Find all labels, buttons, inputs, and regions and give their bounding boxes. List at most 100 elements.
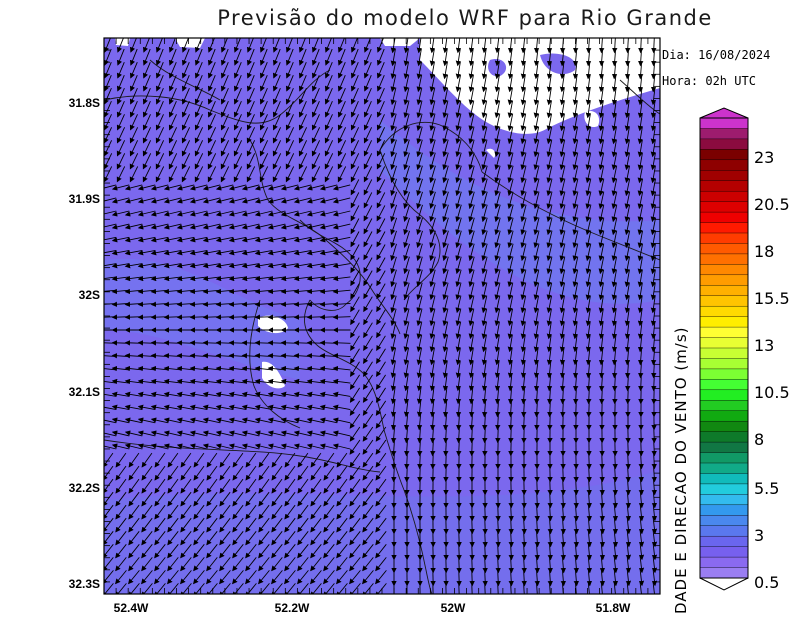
wind-arrow xyxy=(155,62,164,79)
wind-arrow xyxy=(104,153,113,170)
wind-arrow xyxy=(116,88,125,105)
wind-arrow xyxy=(572,126,579,145)
wind-arrow xyxy=(220,48,229,66)
wind-arrow xyxy=(585,178,592,197)
wind-arrow xyxy=(468,230,475,249)
wind-arrow xyxy=(168,114,177,131)
colorbar-label: 18 xyxy=(754,242,774,261)
colorbar-segment xyxy=(699,556,749,569)
wind-arrow xyxy=(442,191,449,210)
wind-arrow xyxy=(332,249,351,256)
wind-arrow xyxy=(129,88,138,105)
wind-arrow xyxy=(533,243,540,262)
wind-arrow xyxy=(533,178,540,197)
wind-arrow xyxy=(455,243,462,262)
wind-arrow xyxy=(363,114,372,131)
wind-arrow xyxy=(559,165,566,184)
wind-arrow xyxy=(324,101,333,118)
wind-arrow xyxy=(142,114,151,131)
wind-arrow xyxy=(350,179,360,196)
wind-arrow xyxy=(429,191,436,209)
wind-arrow xyxy=(507,74,514,93)
wind-arrow xyxy=(194,140,204,157)
colorbar-segment xyxy=(699,128,749,140)
wind-arrow xyxy=(207,127,217,144)
wind-arrow xyxy=(442,61,448,80)
colorbar-segment xyxy=(699,159,749,172)
wind-arrow xyxy=(272,62,281,79)
colorbar-label: 3 xyxy=(754,526,764,545)
wind-arrow xyxy=(624,126,631,145)
wind-arrow xyxy=(572,178,579,197)
wind-arrow xyxy=(246,153,256,170)
wind-arrow xyxy=(533,191,540,210)
wind-arrow xyxy=(442,230,449,249)
colorbar-segment xyxy=(699,264,749,276)
wind-arrow xyxy=(624,61,631,80)
wind-arrow xyxy=(429,139,436,158)
wind-arrow xyxy=(104,114,112,131)
wind-arrow xyxy=(455,74,462,93)
wind-arrow xyxy=(598,165,605,184)
wind-arrow xyxy=(298,114,307,131)
wind-arrow xyxy=(272,153,282,170)
wind-arrow xyxy=(546,191,553,210)
wind-arrow xyxy=(168,153,178,170)
wind-arrow xyxy=(233,166,243,183)
wind-arrow xyxy=(337,101,346,118)
wind-arrow xyxy=(533,100,539,119)
wind-arrow xyxy=(533,204,540,223)
wind-arrow xyxy=(494,61,501,80)
wind-arrow xyxy=(142,62,151,79)
wind-arrow xyxy=(637,204,644,223)
wind-arrow xyxy=(598,191,605,210)
lat-tick-label: 32S xyxy=(79,288,100,302)
wind-arrow xyxy=(416,113,423,132)
colorbar-segment xyxy=(699,190,749,203)
wind-arrow xyxy=(363,62,372,79)
wind-arrow xyxy=(220,88,229,105)
wind-arrow xyxy=(481,217,488,236)
wind-arrow xyxy=(416,74,423,93)
wind-arrow xyxy=(324,140,334,157)
colorbar-segment xyxy=(699,347,749,360)
wind-arrow xyxy=(468,152,475,171)
wind-arrow xyxy=(390,191,398,209)
wind-arrow xyxy=(429,61,435,80)
wind-arrow xyxy=(611,165,618,184)
wind-arrow xyxy=(272,166,282,183)
wind-arrow xyxy=(129,166,139,183)
wind-arrow xyxy=(311,62,320,79)
wind-arrow xyxy=(350,127,360,144)
wind-arrow xyxy=(416,61,423,80)
wind-arrow xyxy=(155,101,164,118)
wind-arrow xyxy=(116,127,126,144)
wind-arrow xyxy=(585,74,592,93)
wind-arrow xyxy=(637,126,644,145)
wind-arrow xyxy=(220,62,229,79)
wind-arrow xyxy=(155,153,165,170)
wind-arrow xyxy=(376,218,386,235)
wind-arrow xyxy=(311,153,321,170)
wind-arrow xyxy=(650,61,657,80)
wind-arrow xyxy=(507,243,514,262)
wind-arrow xyxy=(194,75,203,92)
wind-arrow xyxy=(598,48,605,67)
wind-arrow xyxy=(194,88,203,105)
wind-arrow xyxy=(324,75,333,92)
wind-arrow xyxy=(376,244,386,261)
wind-arrow xyxy=(233,62,242,79)
wind-arrow xyxy=(637,113,644,132)
wind-arrow xyxy=(507,178,514,197)
wind-arrow xyxy=(285,101,294,118)
wind-arrow xyxy=(442,165,449,184)
wind-arrow xyxy=(611,204,618,223)
wind-arrow xyxy=(455,61,462,80)
wind-arrow xyxy=(168,75,177,92)
wind-arrow xyxy=(494,191,501,210)
wind-arrow xyxy=(598,87,605,106)
wind-arrow xyxy=(403,178,410,196)
wind-arrow xyxy=(363,244,373,261)
wind-arrow xyxy=(168,127,178,144)
wind-arrow xyxy=(481,74,487,93)
